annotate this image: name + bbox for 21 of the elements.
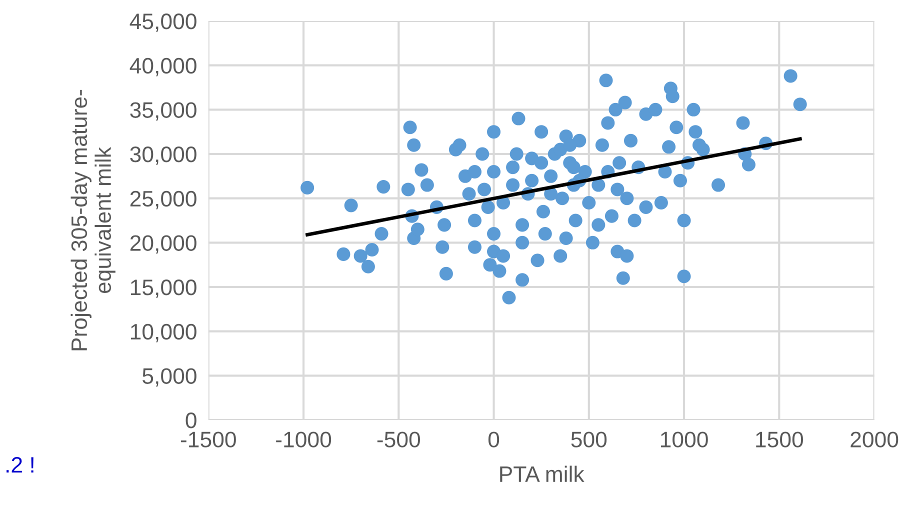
y-tick-label: 10,000 [131,324,196,342]
y-axis-title: Projected 305-day mature- equivalent milk [70,90,116,350]
y-tick-label: 35,000 [130,102,196,121]
x-tick-label: 1500 [756,432,804,448]
x-axis-title: PTA milk [500,466,584,482]
y-tick-label: 30,000 [130,146,196,165]
x-tick-label: 1000 [661,432,708,448]
y-tick-label: 15,000 [131,280,196,298]
text: .2 ! [6,456,34,472]
y-tick-label: 0 [186,412,196,428]
y-tick-label: 45,000 [130,14,196,32]
x-tick-label: 2000 [850,432,898,448]
x-tick-label: -500 [377,432,420,448]
y-tick-label: 40,000 [130,58,196,76]
x-tick-label: 500 [571,432,607,448]
y-tick-label: 25,000 [130,190,196,210]
y-tick-label: 20,000 [130,235,196,254]
x-tick-label: 0 [488,432,500,448]
y-tick-label: 5,000 [142,368,196,387]
x-tick-label: -1000 [276,432,332,448]
x-tick-label: -1500 [180,432,236,448]
